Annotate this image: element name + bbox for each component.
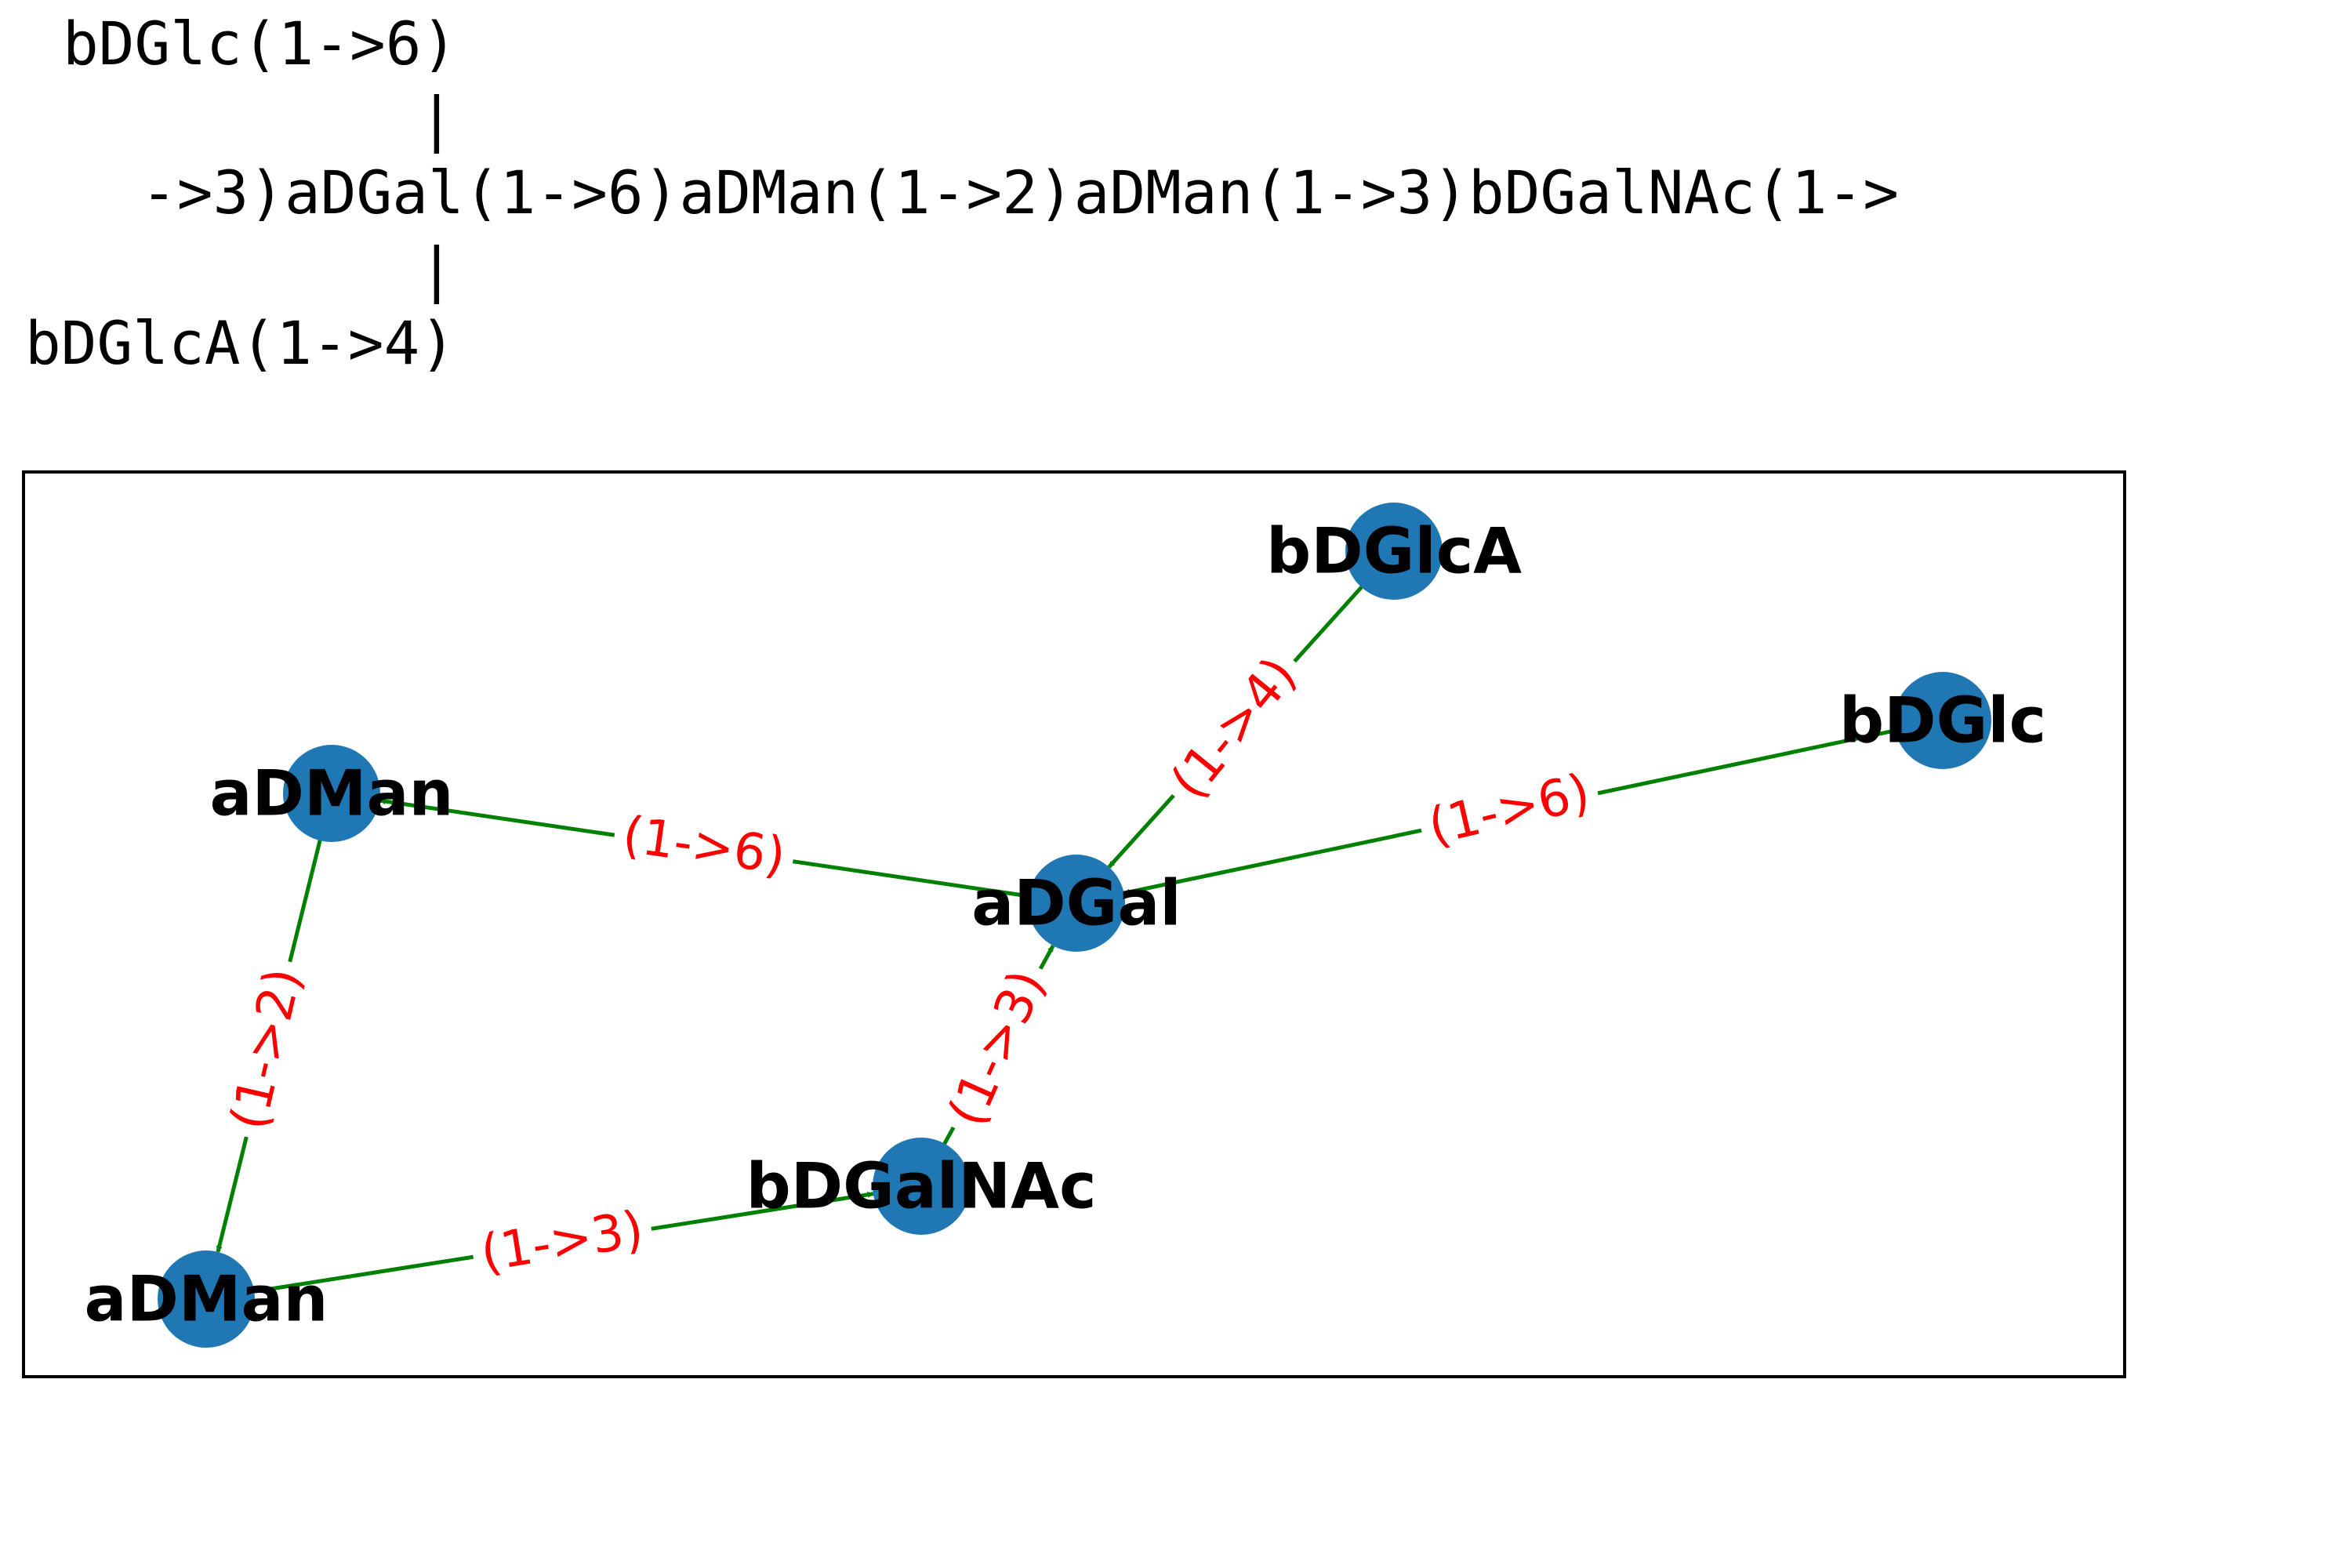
node-label-bDGalNAc: bDGalNAc — [746, 1150, 1096, 1223]
glycan-connector-bottom: | — [419, 234, 455, 305]
edge-label-group: (1->4) — [1150, 636, 1318, 821]
graph-frame — [22, 470, 2126, 1378]
edge-label-background — [1414, 756, 1605, 864]
node-label-aDMan2: aDMan — [85, 1263, 328, 1336]
glycan-connector-top: | — [419, 84, 455, 154]
edge-label-group: (1->6) — [609, 799, 799, 893]
node-bDGalNAc — [873, 1138, 970, 1235]
edge-label-background — [467, 1193, 657, 1290]
node-label-aDGal: aDGal — [971, 867, 1181, 940]
edge-labels-layer: (1->4) (1->6) (1->6) (1->2) (1->3) (1->3) — [212, 636, 1605, 1290]
edge-label: (1->3) — [938, 962, 1057, 1134]
node-labels-layer: bDGlcA bDGlc aDMan aDGal bDGalNAc aDMan — [85, 515, 2047, 1336]
node-bDGlc — [1894, 672, 1991, 769]
edge-label-group: (1->3) — [929, 952, 1065, 1145]
node-aDMan2 — [158, 1250, 255, 1348]
edge-label-group: (1->2) — [212, 953, 321, 1145]
node-aDMan1 — [283, 745, 380, 842]
edge-label-background — [929, 952, 1065, 1145]
glycan-text-notation: bDGlc(1->6) | ->3)aDGal(1->6)aDMan(1->2)… — [25, 9, 1899, 378]
edge-label: (1->4) — [1160, 647, 1308, 810]
edge-label-background — [212, 953, 321, 1145]
glycan-branch-top: bDGlc(1->6) — [63, 9, 457, 78]
nodes-layer — [158, 503, 1991, 1348]
edge-label-group: (1->3) — [467, 1193, 657, 1290]
edge-label: (1->3) — [477, 1200, 647, 1283]
glycan-branch-bottom: bDGlcA(1->4) — [25, 308, 456, 378]
node-label-bDGlc: bDGlc — [1839, 684, 2046, 757]
edge-label-group: (1->6) — [1414, 756, 1605, 864]
glycan-main-chain: ->3)aDGal(1->6)aDMan(1->2)aDMan(1->3)bDG… — [141, 158, 1899, 227]
edge-label-background — [1150, 636, 1318, 821]
node-bDGlcA — [1345, 503, 1443, 600]
node-label-aDMan1: aDMan — [210, 757, 454, 830]
edge-label-background — [609, 799, 799, 893]
node-aDGal — [1028, 855, 1125, 952]
edge-label: (1->6) — [619, 806, 789, 886]
node-label-bDGlcA: bDGlcA — [1266, 515, 1522, 588]
